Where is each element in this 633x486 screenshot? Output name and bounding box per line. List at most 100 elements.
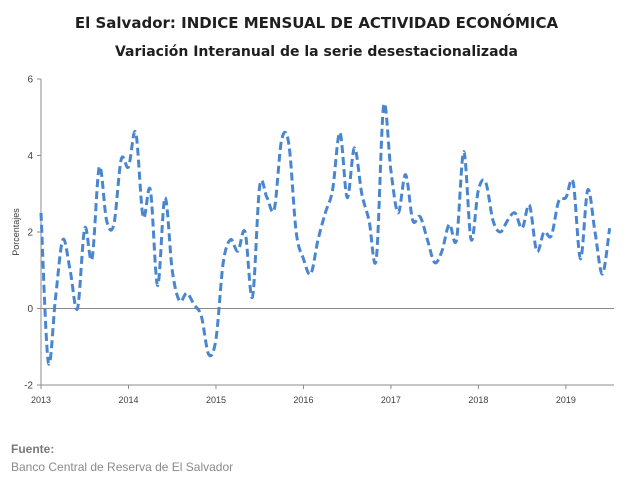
data-point <box>601 273 604 276</box>
data-point <box>506 219 509 222</box>
y-tick-label: 4 <box>27 151 33 162</box>
data-point <box>178 299 181 302</box>
x-tick-label: 2017 <box>381 395 401 405</box>
data-point <box>40 211 43 214</box>
data-point <box>477 188 480 191</box>
data-point <box>222 261 225 264</box>
source-label: Fuente: <box>11 442 55 456</box>
data-point <box>470 238 473 241</box>
data-point <box>163 196 166 199</box>
data-point <box>265 196 268 199</box>
data-point <box>455 238 458 241</box>
data-point <box>120 158 123 161</box>
data-point <box>550 234 553 237</box>
data-point <box>317 238 320 241</box>
source-text: Banco Central de Reserva de El Salvador <box>11 460 234 474</box>
data-point <box>91 257 94 260</box>
data-point <box>127 165 130 168</box>
y-tick-label: -2 <box>24 381 33 392</box>
data-point <box>98 165 101 168</box>
y-axis-label: Porcentajes <box>11 208 21 256</box>
data-point <box>440 250 443 253</box>
x-tick-label: 2016 <box>293 395 313 405</box>
data-point <box>594 231 597 234</box>
y-tick-label: 6 <box>27 75 33 86</box>
data-point <box>258 185 261 188</box>
data-point <box>353 146 356 149</box>
data-point <box>69 269 72 272</box>
data-point <box>499 231 502 234</box>
data-point <box>134 131 137 134</box>
data-point <box>375 257 378 260</box>
data-point <box>244 231 247 234</box>
data-point <box>309 273 312 276</box>
x-tick-label: 2015 <box>206 395 226 405</box>
data-point <box>608 227 611 230</box>
data-point <box>492 219 495 222</box>
data-point <box>586 188 589 191</box>
data-point <box>251 296 254 299</box>
data-point <box>382 104 385 107</box>
data-point <box>287 143 290 146</box>
data-point <box>389 169 392 172</box>
data-point <box>448 223 451 226</box>
data-point <box>61 238 64 241</box>
x-tick-label: 2014 <box>118 395 138 405</box>
data-point <box>112 223 115 226</box>
data-point <box>564 196 567 199</box>
data-point <box>462 150 465 153</box>
data-point <box>47 361 50 364</box>
data-point <box>83 227 86 230</box>
x-tick-label: 2019 <box>556 395 576 405</box>
data-point <box>521 227 524 230</box>
data-point <box>149 188 152 191</box>
data-point <box>572 181 575 184</box>
plot-area <box>39 102 612 366</box>
data-point <box>236 250 239 253</box>
data-point <box>579 257 582 260</box>
x-tick-label: 2013 <box>31 395 51 405</box>
data-point <box>171 269 174 272</box>
data-point <box>200 315 203 318</box>
data-point <box>105 219 108 222</box>
data-point <box>156 284 159 287</box>
data-point <box>426 238 429 241</box>
data-point <box>338 131 341 134</box>
data-point <box>76 307 79 310</box>
data-point <box>404 173 407 176</box>
data-point <box>229 238 232 241</box>
chart-subtitle: Variación Interanual de la serie desesta… <box>114 44 518 60</box>
data-point <box>142 215 145 218</box>
data-point <box>484 181 487 184</box>
data-point <box>411 219 414 222</box>
data-point <box>193 303 196 306</box>
data-point <box>302 257 305 260</box>
y-tick-label: 0 <box>27 304 33 315</box>
data-point <box>397 211 400 214</box>
series-line-0 <box>39 102 612 366</box>
data-point <box>535 250 538 253</box>
data-point <box>331 188 334 191</box>
data-point <box>185 292 188 295</box>
chart-title: El Salvador: INDICE MENSUAL DE ACTIVIDAD… <box>74 14 559 32</box>
data-point <box>214 338 217 341</box>
data-point <box>207 353 210 356</box>
data-point <box>557 200 560 203</box>
data-point <box>54 296 57 299</box>
data-point <box>346 196 349 199</box>
data-point <box>419 215 422 218</box>
data-point <box>368 219 371 222</box>
data-point <box>528 204 531 207</box>
x-tick-label: 2018 <box>468 395 488 405</box>
data-point <box>433 261 436 264</box>
axes: -2 0 2 4 6 2013 2014 2015 2016 2017 2018 2019 <box>24 75 614 405</box>
data-point <box>295 231 298 234</box>
data-point <box>324 211 327 214</box>
data-point <box>543 231 546 234</box>
data-point <box>360 192 363 195</box>
data-point <box>273 208 276 211</box>
data-point <box>513 211 516 214</box>
data-point <box>280 139 283 142</box>
